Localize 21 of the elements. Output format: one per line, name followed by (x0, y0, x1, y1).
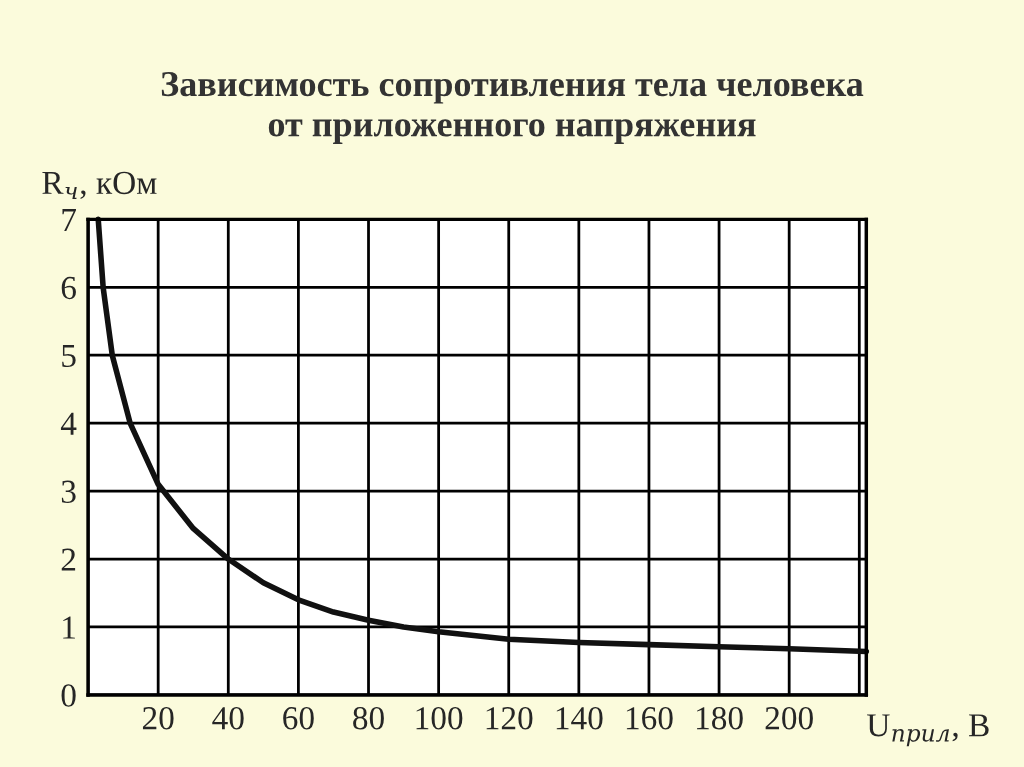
chart-title: Зависимость сопротивления тела человека от приложенного напряжения (161, 72, 864, 144)
x-tick-label: 80 (353, 706, 384, 730)
y-tick-label: 2 (61, 548, 76, 571)
x-tick-label: 100 (416, 706, 463, 730)
x-tick-label: 20 (142, 706, 174, 730)
x-tick-label: 120 (486, 706, 533, 730)
y-tick-label: 6 (61, 276, 76, 300)
y-tick-label: 5 (62, 344, 76, 368)
y-tick-label: 0 (61, 684, 76, 707)
x-axis-title: U$_{прил}$, В (867, 714, 989, 747)
y-tick-label: 3 (61, 480, 76, 503)
x-tick-label: 60 (283, 706, 314, 730)
x-tick-label: 200 (765, 706, 813, 730)
x-tick-label: 160 (626, 706, 673, 730)
y-axis-title: R$_{ч}$, кОм (42, 171, 157, 200)
y-tick-label: 1 (63, 616, 75, 639)
x-tick-label: 180 (697, 706, 743, 730)
y-tick-label: 7 (62, 209, 76, 231)
x-tick-label: 140 (556, 706, 603, 730)
x-tick-label: 40 (212, 706, 244, 730)
y-tick-label: 4 (60, 412, 77, 435)
